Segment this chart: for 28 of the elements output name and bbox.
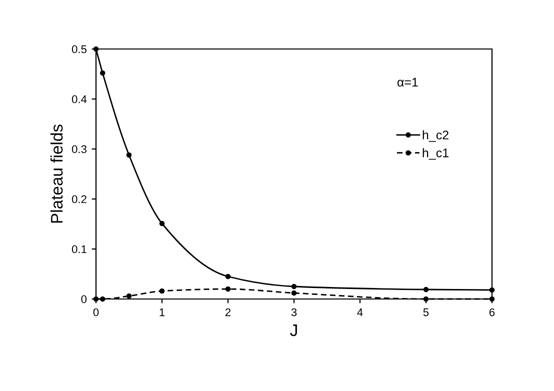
x-tick-label: 3 [291,308,297,316]
y-tick-label: 0 [81,295,87,304]
y-tick-label: 0.5 [72,45,87,54]
x-tick-label: 0 [93,308,99,316]
point [291,290,297,296]
point [159,220,165,226]
legend-label: h_c1 [422,148,448,160]
x-tick-label: 6 [489,308,495,316]
point [225,274,231,280]
y-tick-label: 0.4 [72,95,87,104]
x-tick-label: 5 [423,308,429,316]
x-tick-label: 1 [160,308,165,316]
y-axis-title: Plateau fields [50,124,63,223]
y-tick-label: 0.3 [72,145,86,154]
point [159,288,165,294]
x-tick-label: 2 [225,308,231,316]
point [126,152,132,158]
legend-label: h_c2 [422,130,448,142]
x-tick-label: 4 [357,308,363,316]
point [423,286,429,292]
y-tick-label: 0.1 [72,245,86,254]
point [126,293,132,299]
point [100,70,106,76]
y-tick-label: 0.2 [72,195,86,204]
point [225,286,231,292]
x-axis-title: J [290,324,297,336]
point [291,284,297,290]
annotation: α=1 [397,78,418,87]
